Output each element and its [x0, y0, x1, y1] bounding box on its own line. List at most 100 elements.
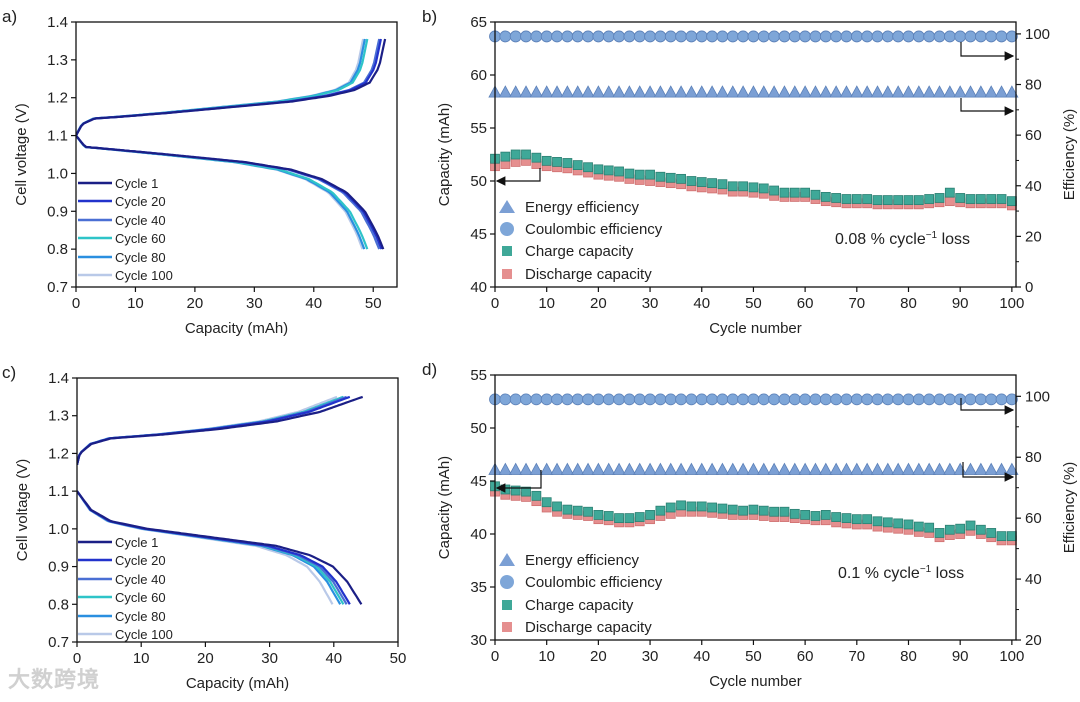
data-point-circle	[830, 393, 843, 406]
y-tick-label: 1.3	[48, 408, 69, 425]
data-point-square	[893, 195, 904, 205]
x-tick-label: 20	[590, 295, 607, 312]
data-point-square	[531, 152, 542, 163]
legend-marker-circle	[500, 222, 514, 236]
data-point-square	[934, 528, 945, 538]
data-point-circle	[799, 30, 812, 43]
data-point-circle	[954, 393, 967, 406]
plot-frame	[75, 21, 398, 288]
data-point-square	[1006, 196, 1017, 207]
data-point-square	[769, 185, 780, 196]
data-point-triangle	[870, 462, 885, 475]
axis-pointer-arrow	[962, 462, 1015, 482]
legend-label: Cycle 100	[115, 627, 173, 642]
data-point-circle	[706, 393, 718, 406]
data-point-triangle	[777, 85, 792, 98]
data-point-square	[789, 508, 800, 519]
data-point-square	[624, 513, 635, 523]
data-point-circle	[633, 393, 646, 406]
data-point-circle	[602, 30, 615, 43]
data-point-circle	[943, 393, 956, 406]
data-point-square	[727, 504, 738, 515]
data-point-triangle	[819, 85, 833, 98]
data-point-square	[1006, 531, 1017, 542]
data-point-circle	[561, 30, 574, 43]
data-point-triangle	[591, 85, 606, 98]
data-point-circle	[1005, 393, 1018, 406]
y-tick-label: 1.0	[47, 165, 68, 182]
data-point-triangle	[674, 85, 688, 98]
data-point-triangle	[963, 85, 978, 98]
x-tick-label: 20	[197, 650, 214, 667]
data-point-triangle	[560, 85, 575, 98]
y-tick-label: 45	[470, 226, 487, 243]
data-point-square	[800, 187, 811, 198]
data-point-circle	[644, 393, 656, 406]
data-point-circle	[778, 393, 791, 406]
y2-tick-label: 0	[1025, 279, 1033, 296]
data-point-triangle	[994, 85, 1009, 98]
data-point-square	[779, 506, 790, 517]
charge-curve-cycle-40	[76, 38, 381, 137]
y2-tick-label: 80	[1025, 449, 1042, 466]
data-point-circle	[737, 393, 749, 406]
data-point-circle	[561, 393, 574, 406]
legend-label: Cycle 80	[115, 250, 166, 265]
data-point-triangle	[705, 85, 719, 98]
y-tick-label: 1.0	[48, 521, 69, 538]
y-tick-label: 40	[470, 526, 487, 543]
data-point-square	[851, 194, 862, 204]
panel-c: c) Cycle 1 Cycle 20 Cycle 40 Cycle 60 Cycle 8…	[2, 363, 406, 692]
charge-curve-cycle-60	[76, 38, 369, 137]
data-point-square	[965, 194, 976, 204]
legend-marker-triangle	[499, 553, 515, 566]
data-point-square	[593, 510, 604, 520]
data-point-square	[986, 528, 997, 538]
data-point-circle	[902, 30, 915, 43]
data-point-triangle	[912, 85, 926, 98]
y2-tick-label: 100	[1025, 26, 1050, 43]
y2-tick-label: 100	[1025, 388, 1050, 405]
x-tick-label: 60	[797, 295, 814, 312]
data-point-square	[624, 168, 635, 179]
data-point-triangle	[560, 462, 575, 475]
charge-curve-cycle-20	[76, 38, 382, 137]
x-tick-label: 90	[952, 295, 969, 312]
x-tick-label: 50	[745, 295, 762, 312]
data-point-circle	[840, 393, 853, 406]
y-axis-label: Capacity (mAh)	[436, 456, 453, 559]
data-point-circle	[819, 393, 832, 406]
data-point-square	[521, 486, 531, 497]
axis-pointer-arrow	[495, 168, 541, 186]
data-point-square	[676, 173, 686, 184]
charge-curve-cycle-1	[76, 38, 387, 137]
data-point-circle	[706, 30, 718, 43]
data-point-circle	[509, 393, 522, 406]
data-point-circle	[923, 30, 936, 43]
legend-label: Coulombic efficiency	[525, 221, 663, 238]
plot-frame	[494, 374, 1017, 641]
data-point-circle	[695, 393, 708, 406]
data-point-triangle	[726, 85, 740, 98]
data-point-triangle	[633, 85, 647, 98]
data-point-triangle	[612, 85, 626, 98]
data-point-triangle	[622, 85, 637, 98]
data-point-triangle	[757, 85, 771, 98]
data-point-triangle	[953, 462, 967, 475]
data-point-triangle	[509, 85, 523, 98]
data-point-circle	[499, 30, 512, 43]
data-point-circle	[747, 393, 760, 406]
x-axis-label: Cycle number	[709, 320, 802, 337]
x-axis-label: Capacity (mAh)	[185, 320, 288, 337]
data-point-circle	[530, 30, 543, 43]
data-point-triangle	[984, 462, 998, 475]
data-point-square	[614, 513, 624, 523]
data-point-circle	[737, 30, 749, 43]
data-point-triangle	[498, 462, 513, 475]
data-point-triangle	[963, 462, 978, 475]
data-point-circle	[499, 393, 512, 406]
data-point-triangle	[633, 462, 647, 475]
panel-d: d) Energy efficiency Coulombic efficiency C…	[422, 360, 1078, 690]
data-point-triangle	[498, 85, 513, 98]
data-point-square	[707, 502, 717, 513]
